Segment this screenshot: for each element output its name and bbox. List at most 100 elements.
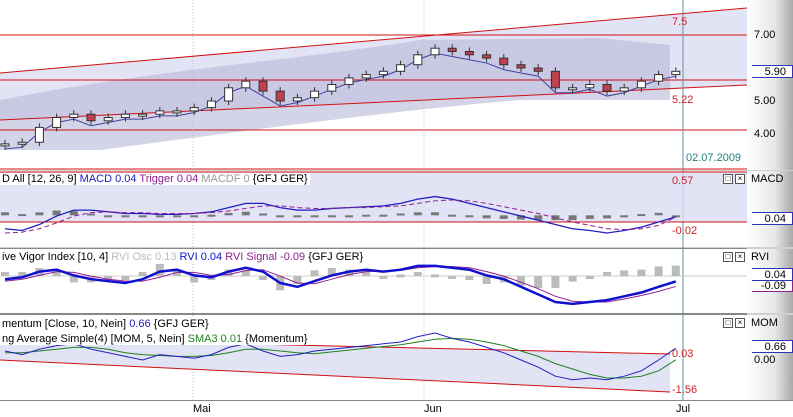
last-price-box: 5.90 — [752, 65, 793, 78]
close-icon[interactable]: × — [735, 174, 745, 184]
legend-symbol: {GFJ GER} — [308, 251, 364, 263]
channel-upper-label: 7.5 — [672, 16, 688, 28]
macd-histogram-bar — [603, 215, 611, 219]
macd-histogram-bar — [224, 212, 233, 216]
rvi-osc-bar — [69, 276, 78, 283]
rvi-osc-bar — [517, 276, 525, 286]
close-icon[interactable]: × — [735, 318, 745, 328]
mom-lower-label: -1.56 — [672, 384, 698, 396]
macd-axis[interactable] — [747, 171, 793, 247]
candle — [516, 64, 526, 69]
legend-name: ive Vigor Index [10, 4] — [2, 251, 109, 263]
rvi-panel-menu[interactable]: RVI — [751, 251, 770, 263]
macd-histogram-bar — [310, 215, 319, 218]
macd-panel-menu[interactable]: MACD — [751, 173, 784, 185]
candle — [0, 143, 10, 147]
rvi-osc-bar — [104, 276, 113, 280]
rvi-osc-bar — [190, 276, 199, 283]
rvi-osc-bar — [293, 276, 302, 284]
candle — [69, 113, 79, 118]
candle — [155, 110, 165, 115]
macd-histogram-bar — [155, 215, 164, 218]
macd-histogram-bar — [465, 215, 474, 218]
y-tick: 5.00 — [754, 95, 776, 107]
macd-histogram-bar — [362, 214, 371, 217]
rvi-osc-bar — [585, 276, 594, 279]
legend-osc: RVI Osc 0.13 — [111, 251, 177, 263]
macd-histogram-bar — [517, 215, 525, 220]
mom-channel-fill — [0, 338, 670, 392]
macd-histogram-bar — [69, 211, 78, 216]
legend-name: ng Average Simple(4) [MOM, 5, Nein] — [2, 333, 185, 345]
rvi-osc-bar — [379, 276, 388, 279]
rvi-osc-bar — [551, 276, 560, 288]
candle — [138, 113, 148, 117]
y-tick: 7.00 — [754, 29, 776, 41]
macd-histogram-bar — [276, 215, 285, 218]
rvi-osc-bar — [259, 276, 267, 280]
macd-histogram-bar — [87, 213, 95, 216]
macd-histogram-bar — [585, 215, 594, 219]
macd-histogram-bar — [620, 215, 629, 218]
macd-value-box: 0.04 — [752, 212, 793, 225]
candle — [17, 141, 27, 145]
chart-canvas[interactable] — [0, 0, 747, 417]
candle — [120, 113, 130, 118]
y-tick: 0.00 — [754, 354, 776, 366]
maximize-icon[interactable]: □ — [723, 318, 733, 328]
candle — [396, 64, 406, 72]
candle — [34, 126, 44, 143]
time-axis[interactable] — [0, 400, 793, 417]
rvi-osc-bar — [241, 270, 250, 276]
maximize-icon[interactable]: □ — [723, 252, 733, 262]
price-axis[interactable] — [747, 0, 793, 170]
candle — [430, 47, 440, 56]
candle — [413, 54, 423, 66]
candle — [241, 80, 251, 89]
macd-histogram-bar — [207, 214, 216, 217]
legend-name: mentum [Close, 10, Nein] — [2, 318, 127, 330]
sma-line — [5, 337, 677, 379]
maximize-icon[interactable]: □ — [723, 174, 733, 184]
candle — [654, 74, 664, 82]
rvi-osc-bar — [362, 272, 371, 276]
candle — [568, 87, 578, 91]
rvi-line — [4, 264, 677, 306]
rvi-osc-bar — [155, 264, 164, 276]
x-tick: Jun — [424, 403, 442, 415]
legend-name: D All [12, 26, 9] — [2, 173, 77, 185]
legend-symbol: {GFJ GER} — [153, 318, 209, 330]
legend-trigger: Trigger 0.04 — [139, 173, 199, 185]
rvi-osc-bar — [637, 269, 646, 276]
candle — [550, 70, 560, 89]
macd-histogram-bar — [482, 215, 491, 219]
candle — [464, 51, 474, 56]
macd-lower-label: -0.02 — [672, 225, 698, 237]
candle — [619, 87, 629, 92]
macd-histogram-bar — [499, 215, 508, 219]
macd-histogram-bar — [448, 214, 457, 217]
macd-histogram-bar — [52, 210, 61, 216]
divider — [0, 248, 747, 249]
candle — [103, 117, 113, 122]
rvi-legend: ive Vigor Index [10, 4] RVI Osc 0.13 RVI… — [0, 251, 366, 263]
mom-panel-menu[interactable]: MOM — [751, 317, 778, 329]
macd-histogram-bar — [637, 214, 646, 217]
legend-symbol: {GFJ GER} — [252, 173, 308, 185]
macd-histogram-bar — [173, 215, 181, 218]
macd-histogram-bar — [1, 212, 9, 216]
legend-macdf: MACDF 0 — [201, 173, 250, 185]
candle — [172, 110, 182, 114]
rvi-osc-bar — [138, 272, 147, 276]
rvi-osc-bar — [18, 272, 27, 276]
bollinger-band — [0, 38, 670, 150]
mom-upper-label: 0.03 — [672, 348, 694, 360]
rvi-osc-bar — [671, 265, 680, 276]
candle — [482, 54, 492, 59]
macd-histogram-bar — [671, 215, 680, 218]
mom-axis[interactable] — [747, 315, 793, 400]
legend-macd: MACD 0.04 — [79, 173, 137, 185]
moving-average-line — [4, 52, 676, 150]
close-icon[interactable]: × — [735, 252, 745, 262]
cursor-date: 02.07.2009 — [686, 152, 742, 164]
